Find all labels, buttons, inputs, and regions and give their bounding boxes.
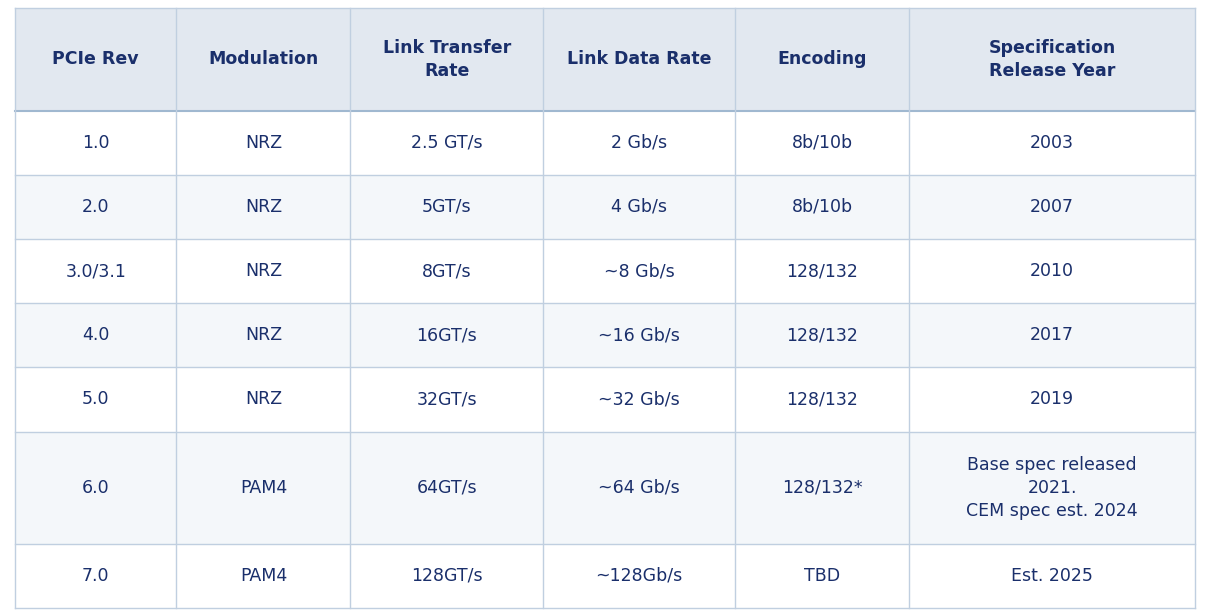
Text: PAM4: PAM4 <box>240 567 287 585</box>
Text: 128/132: 128/132 <box>786 326 859 345</box>
Bar <box>14 544 176 608</box>
Bar <box>736 303 909 367</box>
Bar <box>176 175 351 239</box>
Text: ~64 Gb/s: ~64 Gb/s <box>598 479 680 497</box>
Bar <box>909 8 1195 111</box>
Text: Encoding: Encoding <box>778 50 867 68</box>
Text: 2007: 2007 <box>1030 198 1075 216</box>
Bar <box>543 303 736 367</box>
Text: Est. 2025: Est. 2025 <box>1011 567 1093 585</box>
Bar <box>543 544 736 608</box>
Bar <box>736 175 909 239</box>
Text: NRZ: NRZ <box>245 262 282 280</box>
Bar <box>351 367 543 432</box>
Bar <box>543 8 736 111</box>
Bar <box>351 111 543 175</box>
Text: PCIe Rev: PCIe Rev <box>52 50 139 68</box>
Bar <box>736 239 909 303</box>
Text: 2019: 2019 <box>1030 390 1075 408</box>
Text: Modulation: Modulation <box>209 50 318 68</box>
Text: 2010: 2010 <box>1030 262 1075 280</box>
Text: 1.0: 1.0 <box>82 134 110 152</box>
Text: ~8 Gb/s: ~8 Gb/s <box>604 262 674 280</box>
Bar <box>14 111 176 175</box>
Text: 128GT/s: 128GT/s <box>411 567 482 585</box>
Bar <box>14 303 176 367</box>
Bar <box>736 367 909 432</box>
Text: 4 Gb/s: 4 Gb/s <box>611 198 667 216</box>
Bar <box>909 303 1195 367</box>
Text: Link Data Rate: Link Data Rate <box>567 50 712 68</box>
Bar <box>909 367 1195 432</box>
Bar <box>176 8 351 111</box>
Bar <box>351 432 543 544</box>
Text: TBD: TBD <box>804 567 841 585</box>
Text: NRZ: NRZ <box>245 326 282 345</box>
Bar <box>543 111 736 175</box>
Text: 8GT/s: 8GT/s <box>422 262 472 280</box>
Bar <box>14 175 176 239</box>
Text: 6.0: 6.0 <box>82 479 110 497</box>
Text: NRZ: NRZ <box>245 390 282 408</box>
Bar <box>736 8 909 111</box>
Text: NRZ: NRZ <box>245 134 282 152</box>
Bar <box>736 111 909 175</box>
Text: 128/132: 128/132 <box>786 390 859 408</box>
Text: PAM4: PAM4 <box>240 479 287 497</box>
Bar <box>176 239 351 303</box>
Text: 128/132: 128/132 <box>786 262 859 280</box>
Bar <box>543 367 736 432</box>
Text: 4.0: 4.0 <box>82 326 110 345</box>
Text: 5GT/s: 5GT/s <box>422 198 472 216</box>
Bar <box>176 432 351 544</box>
Text: 8b/10b: 8b/10b <box>792 134 853 152</box>
Bar <box>176 303 351 367</box>
Bar <box>543 432 736 544</box>
Text: 2017: 2017 <box>1030 326 1075 345</box>
Bar <box>351 303 543 367</box>
Text: 3.0/3.1: 3.0/3.1 <box>65 262 127 280</box>
Bar <box>543 175 736 239</box>
Text: 2 Gb/s: 2 Gb/s <box>611 134 667 152</box>
Bar <box>909 175 1195 239</box>
Text: Base spec released
2021.
CEM spec est. 2024: Base spec released 2021. CEM spec est. 2… <box>966 456 1138 520</box>
Bar <box>176 544 351 608</box>
Text: ~32 Gb/s: ~32 Gb/s <box>598 390 680 408</box>
Text: Link Transfer
Rate: Link Transfer Rate <box>382 39 511 80</box>
Bar <box>351 544 543 608</box>
Bar <box>351 8 543 111</box>
Text: NRZ: NRZ <box>245 198 282 216</box>
Bar <box>909 111 1195 175</box>
Text: Specification
Release Year: Specification Release Year <box>989 39 1116 80</box>
Bar <box>176 367 351 432</box>
Bar <box>909 239 1195 303</box>
Text: 64GT/s: 64GT/s <box>416 479 476 497</box>
Bar <box>736 544 909 608</box>
Text: 16GT/s: 16GT/s <box>416 326 478 345</box>
Text: 2003: 2003 <box>1030 134 1075 152</box>
Text: ~128Gb/s: ~128Gb/s <box>596 567 683 585</box>
Text: 7.0: 7.0 <box>82 567 110 585</box>
Bar <box>351 175 543 239</box>
Text: 8b/10b: 8b/10b <box>792 198 853 216</box>
Text: 2.5 GT/s: 2.5 GT/s <box>411 134 482 152</box>
Bar <box>14 432 176 544</box>
Text: 5.0: 5.0 <box>82 390 110 408</box>
Bar <box>176 111 351 175</box>
Text: 128/132*: 128/132* <box>781 479 862 497</box>
Bar <box>909 544 1195 608</box>
Bar <box>736 432 909 544</box>
Bar <box>14 239 176 303</box>
Bar <box>351 239 543 303</box>
Text: ~16 Gb/s: ~16 Gb/s <box>598 326 680 345</box>
Text: 32GT/s: 32GT/s <box>416 390 476 408</box>
Text: 2.0: 2.0 <box>82 198 110 216</box>
Bar <box>909 432 1195 544</box>
Bar <box>14 8 176 111</box>
Bar <box>543 239 736 303</box>
Bar <box>14 367 176 432</box>
